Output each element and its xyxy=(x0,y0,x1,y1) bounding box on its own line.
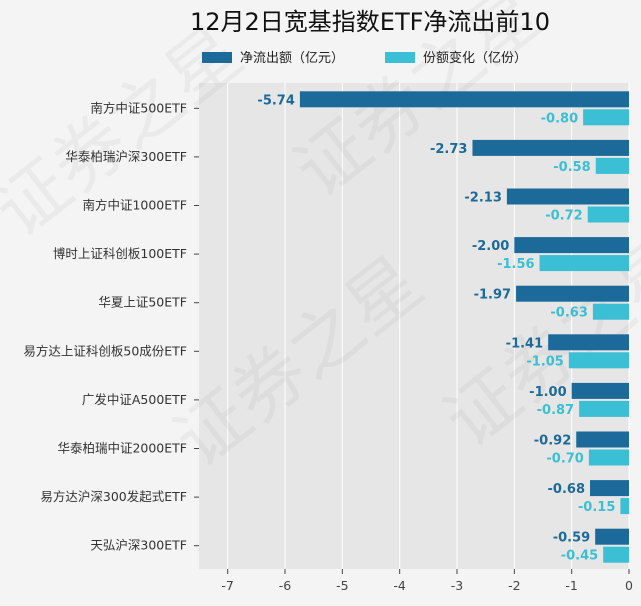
net-outflow-label: -2.73 xyxy=(430,142,467,157)
x-tick-label: -1 xyxy=(565,578,577,593)
category-label: 广发中证A500ETF xyxy=(82,392,187,407)
net-outflow-bar xyxy=(548,334,629,351)
net-outflow-label: -2.13 xyxy=(464,191,501,206)
legend: 净流出额（亿元） 份额变化（亿份） xyxy=(202,50,527,66)
category-label: 华泰柏瑞沪深300ETF xyxy=(65,149,187,164)
plot-area xyxy=(199,83,629,569)
net-outflow-label: -1.97 xyxy=(474,288,511,303)
net-outflow-label: -0.92 xyxy=(534,434,571,449)
net-outflow-bar xyxy=(516,285,629,302)
share-change-label: -0.80 xyxy=(541,111,578,126)
share-change-bar xyxy=(579,400,629,417)
legend-label-net: 净流出额（亿元） xyxy=(240,51,344,66)
share-change-bar xyxy=(539,255,629,272)
category-label: 华夏上证50ETF xyxy=(98,295,187,310)
net-outflow-bar xyxy=(514,237,629,254)
net-outflow-bar xyxy=(576,431,629,448)
x-axis-ticks: -7 -6 -5 -4 -3 -2 -1 0 xyxy=(221,569,633,593)
net-outflow-bar xyxy=(590,480,629,497)
legend-swatch-share xyxy=(385,52,415,63)
share-change-label: -0.72 xyxy=(545,209,582,224)
share-change-label: -0.87 xyxy=(537,403,574,418)
share-change-bar xyxy=(595,157,629,174)
bars: -5.74 -0.80 -2.73 -0.58 -2.13 -0.72 -2.00 -1.56… xyxy=(257,91,629,564)
share-change-bar xyxy=(568,352,629,369)
net-outflow-label: -1.41 xyxy=(506,336,543,351)
x-tick-label: -2 xyxy=(508,578,520,593)
share-change-label: -0.45 xyxy=(561,549,598,564)
category-label: 南方中证1000ETF xyxy=(82,198,187,213)
net-outflow-bar xyxy=(472,139,629,156)
share-change-label: -0.15 xyxy=(578,500,615,515)
net-outflow-label: -0.68 xyxy=(548,482,585,497)
share-change-label: -0.58 xyxy=(553,160,590,175)
share-change-bar xyxy=(620,498,629,515)
x-tick-label: -6 xyxy=(279,578,292,593)
category-label: 易方达沪深300发起式ETF xyxy=(40,489,187,504)
category-label: 博时上证科创板100ETF xyxy=(53,246,187,261)
chart-title: 12月2日宽基指数ETF净流出前10 xyxy=(190,8,550,36)
share-change-bar xyxy=(603,546,629,563)
category-label: 易方达上证科创板50成份ETF xyxy=(23,343,187,358)
x-tick-label: -5 xyxy=(336,578,348,593)
category-label: 天弘沪深300ETF xyxy=(90,538,187,553)
net-outflow-bar xyxy=(571,382,629,399)
x-tick-label: 0 xyxy=(625,578,633,593)
share-change-bar xyxy=(587,206,629,223)
category-labels: 南方中证500ETF 华泰柏瑞沪深300ETF 南方中证1000ETF 博时上证科创板… xyxy=(23,100,199,553)
share-change-bar xyxy=(588,449,629,466)
legend-label-share: 份额变化（亿份） xyxy=(423,50,527,66)
net-outflow-bar xyxy=(299,91,629,108)
share-change-label: -1.05 xyxy=(526,354,563,369)
share-change-bar xyxy=(592,303,629,320)
share-change-label: -0.63 xyxy=(550,306,587,321)
share-change-bar xyxy=(583,109,629,126)
x-tick-label: -4 xyxy=(393,578,406,593)
x-tick-label: -3 xyxy=(451,578,463,593)
net-outflow-bar xyxy=(595,528,629,545)
category-label: 南方中证500ETF xyxy=(90,100,187,115)
net-outflow-label: -2.00 xyxy=(472,239,509,254)
net-outflow-bar xyxy=(506,188,629,205)
legend-swatch-net xyxy=(202,52,232,63)
x-tick-label: -7 xyxy=(221,578,233,593)
net-outflow-label: -5.74 xyxy=(257,93,294,108)
net-outflow-label: -0.59 xyxy=(553,531,590,546)
share-change-label: -0.70 xyxy=(546,452,583,467)
category-label: 华泰柏瑞中证2000ETF xyxy=(57,441,187,456)
share-change-label: -1.56 xyxy=(497,257,534,272)
net-outflow-label: -1.00 xyxy=(529,385,566,400)
